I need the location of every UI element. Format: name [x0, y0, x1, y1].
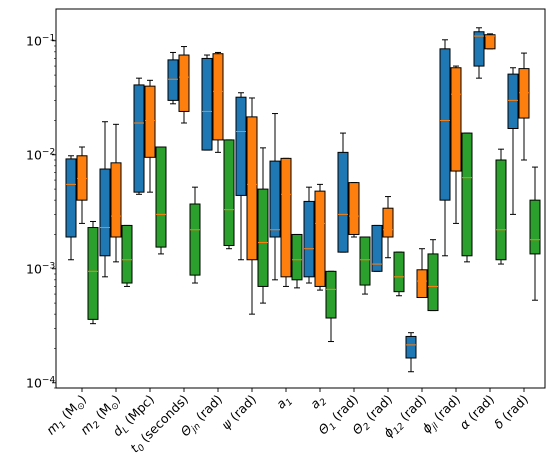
- box-body: [167, 59, 179, 101]
- box-body: [348, 182, 360, 235]
- box-body: [246, 116, 258, 261]
- box-3-10: [393, 251, 405, 297]
- box-body: [87, 227, 99, 320]
- box-3-6: [257, 147, 269, 304]
- box-1-12: [439, 39, 451, 257]
- box-body: [405, 335, 417, 359]
- box-body: [507, 73, 519, 130]
- box-body: [121, 224, 133, 284]
- box-body: [291, 233, 303, 281]
- box-2-6: [246, 97, 258, 315]
- box-3-2: [121, 224, 133, 287]
- box-body: [325, 270, 337, 319]
- box-3-3: [155, 146, 167, 255]
- box-body: [144, 85, 156, 158]
- box-body: [314, 190, 326, 287]
- box-body: [223, 139, 235, 247]
- box-body: [371, 224, 383, 272]
- box-body: [427, 253, 439, 312]
- box-body: [484, 34, 496, 50]
- box-2-8: [314, 183, 326, 291]
- box-3-11: [427, 239, 439, 312]
- box-body: [257, 188, 269, 287]
- box-3-8: [325, 270, 337, 343]
- x-tick-label: α (rad): [456, 392, 497, 433]
- box-1-3: [133, 77, 145, 195]
- box-body: [155, 146, 167, 248]
- box-1-7: [269, 113, 281, 281]
- box-2-9: [348, 182, 360, 238]
- box-body: [110, 162, 122, 238]
- box-3-14: [529, 166, 541, 301]
- box-body: [280, 157, 292, 278]
- box-1-2: [99, 121, 111, 278]
- box-2-7: [280, 157, 292, 287]
- x-tick-label: δ (rad): [491, 392, 531, 432]
- box-body: [337, 151, 349, 253]
- box-2-14: [518, 52, 530, 161]
- box-1-13: [473, 27, 485, 79]
- box-1-4: [167, 51, 179, 105]
- box-1-1: [65, 155, 77, 261]
- y-tick-label: 10−1: [26, 33, 55, 48]
- box-body: [529, 199, 541, 255]
- box-body: [269, 160, 281, 238]
- box-3-7: [291, 233, 303, 289]
- box-body: [99, 168, 111, 257]
- box-body: [133, 84, 145, 193]
- plot-frame: [55, 8, 546, 389]
- box-body: [212, 53, 224, 141]
- plot-area: [55, 8, 546, 389]
- box-1-14: [507, 67, 519, 215]
- box-1-11: [405, 332, 417, 373]
- y-tick-label: 10−4: [26, 375, 55, 390]
- box-2-1: [76, 146, 88, 224]
- x-tick-label: ϕjl (rad): [419, 392, 465, 438]
- box-3-1: [87, 220, 99, 325]
- box-body: [382, 207, 394, 238]
- x-tick-label: a2: [307, 391, 329, 413]
- box-body: [461, 132, 473, 257]
- box-body: [303, 200, 315, 278]
- box-2-5: [212, 51, 224, 153]
- box-body: [359, 236, 371, 286]
- box-2-3: [144, 79, 156, 193]
- x-tick-label: ψ (rad): [218, 392, 259, 433]
- box-body: [178, 54, 190, 112]
- box-body: [189, 203, 201, 276]
- box-3-4: [189, 186, 201, 284]
- x-tick-label: a1: [273, 392, 295, 414]
- box-1-8: [303, 186, 315, 284]
- box-body: [495, 159, 507, 261]
- box-1-5: [201, 54, 213, 151]
- box-2-4: [178, 46, 190, 124]
- box-3-9: [359, 236, 371, 295]
- box-body: [201, 57, 213, 151]
- box-1-9: [337, 132, 349, 253]
- box-body: [473, 31, 485, 67]
- box-1-10: [371, 224, 383, 272]
- box-body: [439, 48, 451, 201]
- box-3-13: [495, 148, 507, 265]
- x-axis: m1 (M⊙)m2 (M⊙)dL (Mpc)t0 (seconds)Θjn (r…: [43, 388, 531, 455]
- box-3-5: [223, 139, 235, 250]
- y-axis: 10−4 10−3 10−2 10−1: [26, 33, 56, 390]
- box-body: [416, 269, 428, 298]
- box-body: [393, 251, 405, 293]
- y-tick-label: 10−3: [26, 261, 55, 276]
- y-tick-label: 10−2: [26, 147, 55, 162]
- box-body: [450, 67, 462, 172]
- box-2-13: [484, 33, 496, 50]
- box-2-10: [382, 196, 394, 259]
- box-3-12: [461, 132, 473, 263]
- box-body: [235, 96, 247, 196]
- box-body: [518, 68, 530, 119]
- box-2-2: [110, 123, 122, 263]
- box-2-12: [450, 65, 462, 224]
- box-2-11: [416, 248, 428, 298]
- box-1-6: [235, 92, 247, 261]
- box-body: [65, 158, 77, 238]
